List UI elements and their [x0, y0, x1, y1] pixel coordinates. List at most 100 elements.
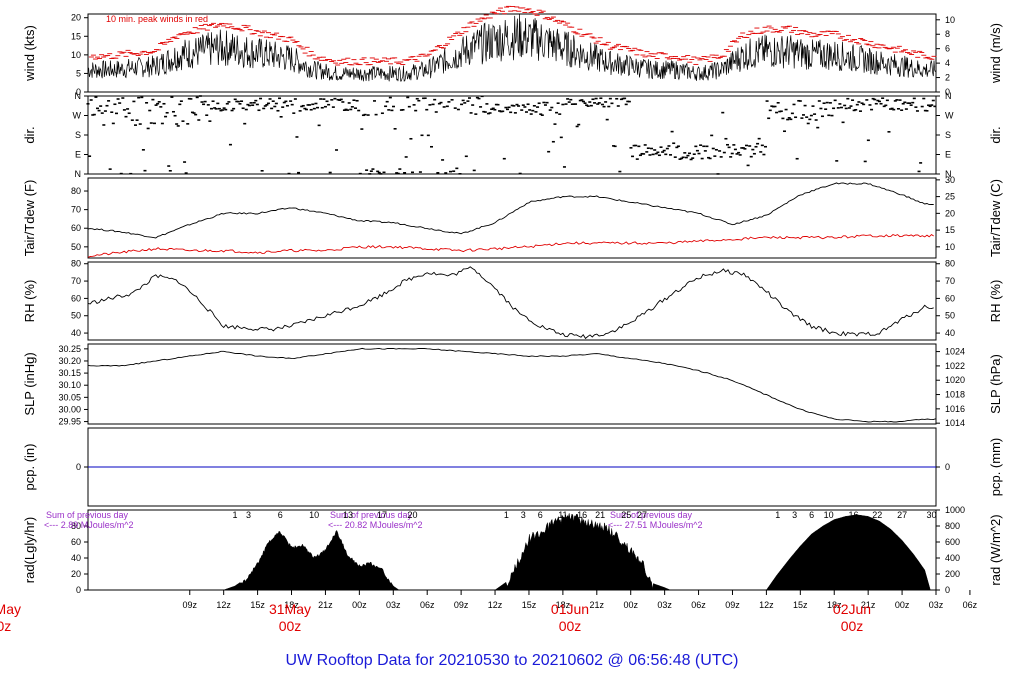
ytick-left-label: 0 — [76, 87, 81, 97]
ytick-left-label: 60 — [71, 293, 81, 303]
ytick-right-label: 1022 — [945, 361, 965, 371]
radiation-day-1 — [223, 529, 400, 591]
ytick-left-label: 80 — [71, 186, 81, 196]
panel-wind: wind (kts) wind (m/s) 0 5 10 15 20 0 2 4 6 8 10 10 mi… — [22, 5, 1003, 97]
xtick-label: 06z — [691, 600, 706, 610]
xtick-label: 06z — [420, 600, 435, 610]
ytick-left-label: 30.20 — [58, 356, 81, 366]
hour-marker: 1 — [504, 510, 509, 520]
radiation-annotation: Sum of previous day — [330, 510, 413, 520]
ylabel-right: pcp. (mm) — [988, 438, 1003, 497]
ytick-left-label: 60 — [71, 537, 81, 547]
ylabel-left: SLP (inHg) — [22, 352, 37, 415]
ylabel-left: RH (%) — [22, 280, 37, 323]
xtick-label: 21z — [861, 600, 876, 610]
ytick-right-label: W — [945, 111, 954, 121]
ytick-right-label: 10 — [945, 242, 955, 252]
ylabel-right: Tair/Tdew (C) — [988, 179, 1003, 257]
ylabel-left: wind (kts) — [22, 25, 37, 82]
day-label: 01Jun — [551, 601, 589, 617]
ytick-right-label: E — [945, 150, 951, 160]
xtick-label: 12z — [759, 600, 774, 610]
dewpoint-series — [87, 233, 934, 258]
panel-frame — [87, 177, 937, 259]
xtick-label: 15z — [793, 600, 808, 610]
panel-frame — [87, 343, 937, 425]
panel-frame — [87, 261, 937, 341]
hour-marker: 30 — [926, 510, 936, 520]
ylabel-left: pcp. (in) — [22, 444, 37, 491]
radiation-annotation: Sum of previous day — [610, 510, 693, 520]
hour-marker: 16 — [577, 510, 587, 520]
hour-marker: 6 — [278, 510, 283, 520]
hour-marker: 21 — [595, 510, 605, 520]
hour-marker: 17 — [377, 510, 387, 520]
ylabel-left: rad(Lgly/hr) — [22, 517, 37, 583]
ylabel-right: RH (%) — [988, 280, 1003, 323]
ytick-right-label: 25 — [945, 192, 955, 202]
ytick-left-label: 10 — [71, 50, 81, 60]
ytick-left-label: E — [75, 150, 81, 160]
ytick-left-label: 15 — [71, 31, 81, 41]
hour-marker: 22 — [872, 510, 882, 520]
ytick-left-label: 40 — [71, 553, 81, 563]
ylabel-right: rad (W/m^2) — [988, 514, 1003, 585]
xtick-label: 18z — [284, 600, 299, 610]
ylabel-left: Tair/Tdew (F) — [22, 180, 37, 257]
ytick-right-label: 15 — [945, 225, 955, 235]
hour-marker: 27 — [637, 510, 647, 520]
hour-marker: 10 — [824, 510, 834, 520]
ytick-left-label: S — [75, 130, 81, 140]
xtick-label: 03z — [657, 600, 672, 610]
day-hour-label: 00z — [0, 618, 11, 634]
xtick-label: 21z — [318, 600, 333, 610]
ytick-right-label: 400 — [945, 553, 960, 563]
ytick-left-label: 30.10 — [58, 380, 81, 390]
ytick-right-label: 1020 — [945, 375, 965, 385]
panel-precip: pcp. (in) pcp. (mm) 0 0 — [22, 427, 1003, 507]
ytick-right-label: N — [945, 91, 952, 101]
ytick-right-label: 0 — [945, 585, 950, 595]
radiation-annotation: <--- 27.51 MJoules/m^2 — [608, 520, 703, 530]
chart-title: UW Rooftop Data for 20210530 to 20210602… — [286, 652, 739, 669]
day-hour-label: 00z — [841, 618, 864, 634]
ytick-right-label: 1014 — [945, 418, 965, 428]
wind-annotation: 10 min. peak winds in red — [106, 14, 208, 24]
hour-marker: 1 — [775, 510, 780, 520]
radiation-annotation: <--- 2.89 MJoules/m^2 — [44, 520, 134, 530]
ytick-left-label: 5 — [76, 68, 81, 78]
rh-series — [87, 266, 934, 340]
ytick-left-label: 30.05 — [58, 392, 81, 402]
ytick-left-label: 0 — [76, 585, 81, 595]
xtick-label: 06z — [963, 600, 978, 610]
hour-marker: 20 — [407, 510, 417, 520]
ytick-right-label: 60 — [945, 293, 955, 303]
day-label: 30May — [0, 601, 21, 617]
hour-marker: 25 — [621, 510, 631, 520]
x-axis: 09z 12z 15z 18z 21z 00z 03z 06z 09z 12z 15z 18z 21z 0… — [0, 590, 978, 634]
day-hour-label: 00z — [279, 618, 302, 634]
hour-marker: 6 — [538, 510, 543, 520]
xtick-label: 15z — [250, 600, 265, 610]
ytick-left-label: N — [75, 91, 82, 101]
ytick-right-label: 10 — [945, 15, 955, 25]
xtick-label: 18z — [556, 600, 571, 610]
ytick-right-label: 80 — [945, 259, 955, 269]
ytick-right-label: 0 — [945, 87, 950, 97]
xtick-label: 00z — [895, 600, 910, 610]
hour-marker: 3 — [792, 510, 797, 520]
ytick-left-label: 70 — [71, 205, 81, 215]
panel-rh: RH (%) RH (%) 40 50 60 70 80 40 50 60 70 80 — [22, 259, 1003, 341]
ytick-left-label: 30.00 — [58, 404, 81, 414]
ytick-right-label: 20 — [945, 208, 955, 218]
ytick-right-label: N — [945, 169, 952, 179]
hour-marker: 27 — [897, 510, 907, 520]
xtick-label: 18z — [827, 600, 842, 610]
day-hour-label: 00z — [559, 618, 582, 634]
hour-marker: 3 — [521, 510, 526, 520]
ylabel-right: SLP (hPa) — [988, 354, 1003, 414]
ytick-left-label: 29.95 — [58, 417, 81, 427]
ytick-right-label: 30 — [945, 175, 955, 185]
panel-frame — [87, 13, 937, 93]
xtick-label: 03z — [386, 600, 401, 610]
